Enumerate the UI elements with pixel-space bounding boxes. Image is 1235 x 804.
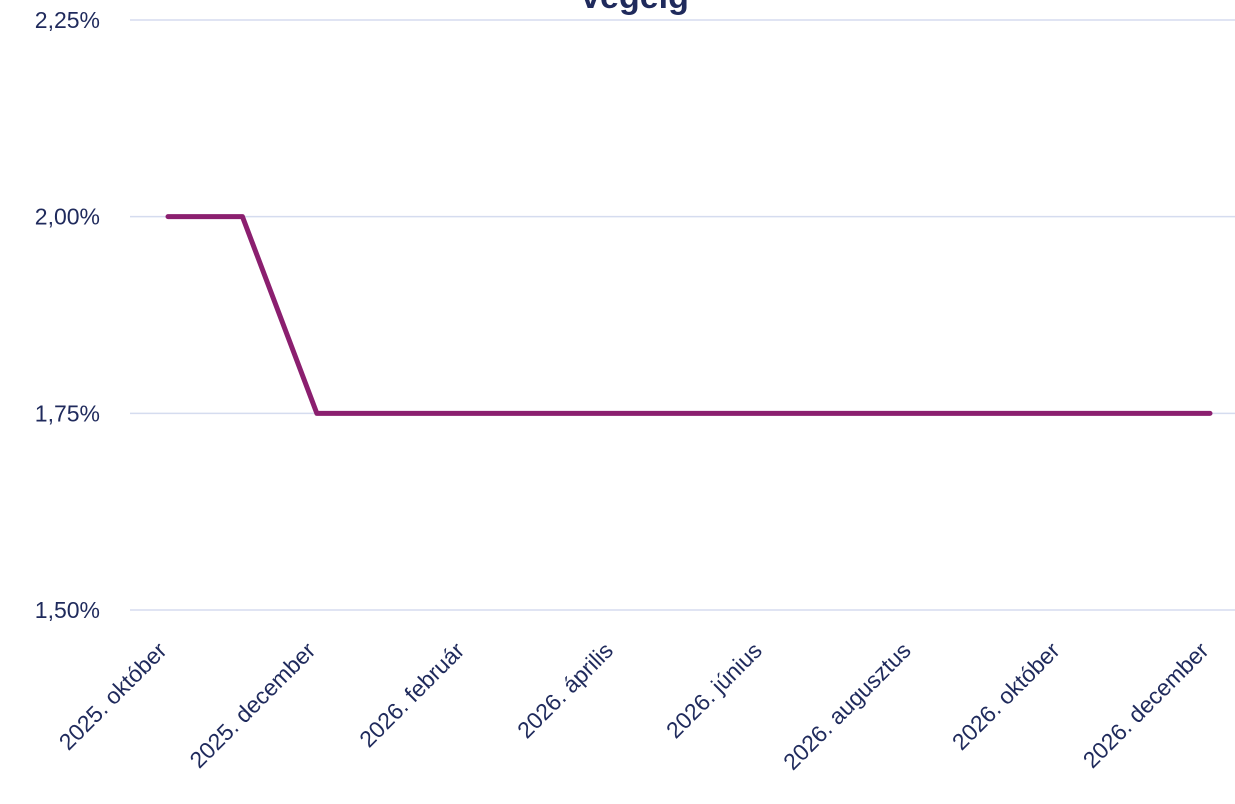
x-tick-label: 2026. december: [1078, 637, 1214, 773]
x-tick-label: 2025. december: [184, 637, 320, 773]
x-tick-label: 2026. október: [947, 637, 1065, 755]
chart-title: végéig: [581, 0, 689, 16]
y-tick-label: 1,75%: [35, 400, 100, 426]
x-tick-label: 2025. október: [54, 637, 172, 755]
y-tick-label: 2,00%: [35, 204, 100, 230]
x-tick-label: 2026. április: [512, 637, 618, 743]
x-tick-label: 2026. augusztus: [778, 637, 916, 775]
y-tick-label: 2,25%: [35, 7, 100, 33]
x-tick-label: 2026. február: [354, 637, 469, 752]
x-tick-label: 2026. június: [661, 637, 767, 743]
line: [165, 214, 1213, 416]
y-tick-label: 1,50%: [35, 597, 100, 623]
